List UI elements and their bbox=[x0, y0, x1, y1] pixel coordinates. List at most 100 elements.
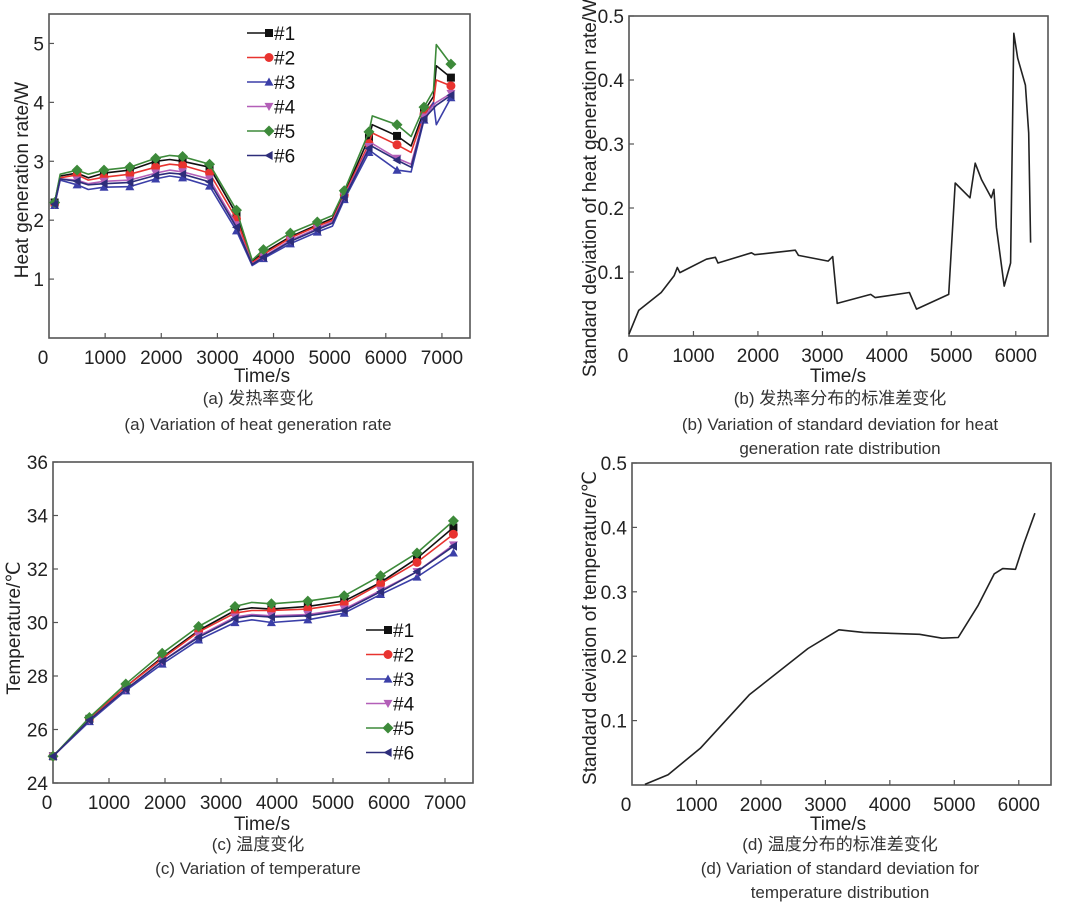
y-tick-label: 28 bbox=[27, 667, 48, 688]
x-tick-label: 2000 bbox=[144, 793, 186, 814]
y-tick-label: 0.2 bbox=[601, 647, 627, 668]
series-line bbox=[53, 65, 452, 263]
y-tick-label: 1 bbox=[33, 270, 44, 291]
legend-label: #2 bbox=[393, 646, 414, 667]
legend-label: #3 bbox=[393, 670, 414, 691]
x-tick-label: 1000 bbox=[84, 348, 126, 369]
y-tick-label: 0.3 bbox=[598, 135, 624, 156]
chart-d: 0 1000 2000 3000 4000 5000 6000 0.1 0.2 0.3 0.4 0.5… bbox=[580, 454, 1052, 902]
x-tick-label: 3000 bbox=[801, 346, 843, 367]
x-tick-label: 5000 bbox=[309, 348, 351, 369]
data-point bbox=[391, 119, 403, 131]
chart-b: 0 1000 2000 3000 4000 5000 6000 0.1 0.2 0.3 0.4 0.5… bbox=[580, 0, 1049, 458]
data-point bbox=[364, 143, 373, 153]
legend-label: #5 bbox=[393, 719, 414, 740]
x-tick-label: 4000 bbox=[869, 795, 911, 816]
data-point bbox=[393, 131, 402, 140]
chart-c: 0 1000 2000 3000 4000 5000 6000 7000 24 26 28 30 32 3… bbox=[4, 453, 474, 878]
data-point bbox=[204, 158, 216, 170]
plot-frame bbox=[48, 13, 471, 339]
data-point bbox=[376, 587, 385, 597]
data-point bbox=[151, 170, 160, 180]
x-tick-label: 4000 bbox=[866, 346, 908, 367]
legend-item: #5 bbox=[247, 122, 295, 143]
data-point bbox=[177, 151, 189, 163]
legend-item: #2 bbox=[366, 646, 414, 667]
data-point bbox=[71, 164, 83, 176]
chart-a: 0 1000 2000 3000 4000 5000 6000 7000 1 2 3 4 5 Time/s… bbox=[12, 13, 471, 434]
legend-label: #5 bbox=[274, 122, 295, 143]
x-tick-label: 2000 bbox=[740, 795, 782, 816]
data-point bbox=[48, 751, 57, 761]
x-tick-label: 7000 bbox=[421, 348, 463, 369]
x-axis-label: Time/s bbox=[810, 814, 866, 835]
data-point bbox=[412, 567, 421, 577]
legend-item: #1 bbox=[366, 621, 414, 642]
data-point bbox=[99, 179, 108, 189]
legend-label: #6 bbox=[393, 744, 414, 765]
x-tick-label: 5000 bbox=[930, 346, 972, 367]
data-point bbox=[448, 548, 458, 557]
data-point bbox=[156, 647, 168, 659]
x-tick-label: 0 bbox=[42, 793, 53, 814]
y-tick-label: 24 bbox=[27, 774, 49, 795]
x-tick-label: 3000 bbox=[196, 348, 238, 369]
data-point bbox=[449, 523, 458, 532]
x-tick-label: 6000 bbox=[998, 795, 1040, 816]
data-point bbox=[230, 618, 240, 627]
x-tick-label: 0 bbox=[38, 348, 49, 369]
series-n1 bbox=[50, 65, 455, 263]
data-point bbox=[285, 236, 294, 246]
series-n3 bbox=[50, 93, 456, 267]
data-point bbox=[375, 570, 387, 582]
legend-marker bbox=[264, 53, 274, 62]
legend-marker bbox=[383, 650, 393, 659]
y-tick-label: 2 bbox=[33, 211, 44, 232]
legend-marker bbox=[384, 626, 392, 634]
y-axis-label: Temperature/℃ bbox=[4, 561, 25, 694]
data-point bbox=[194, 632, 203, 642]
data-point bbox=[178, 173, 188, 182]
series-n6 bbox=[48, 541, 457, 761]
data-point bbox=[392, 155, 401, 165]
legend-marker bbox=[264, 102, 274, 111]
series-line bbox=[53, 94, 452, 266]
data-point bbox=[445, 58, 457, 70]
data-point bbox=[266, 618, 276, 627]
data-point bbox=[419, 114, 428, 124]
caption-cn: (a) 发热率变化 bbox=[203, 389, 314, 408]
y-tick-label: 30 bbox=[27, 614, 48, 635]
y-tick-label: 36 bbox=[27, 453, 48, 474]
x-tick-label: 4000 bbox=[252, 348, 294, 369]
data-point bbox=[151, 174, 161, 183]
legend-label: #2 bbox=[274, 49, 295, 70]
data-point bbox=[193, 621, 205, 633]
data-point bbox=[418, 101, 430, 113]
legend-item: #6 bbox=[366, 744, 414, 765]
data-point bbox=[125, 169, 135, 179]
data-point bbox=[257, 244, 269, 256]
series-line bbox=[644, 512, 1036, 786]
caption-cn: (c) 温度变化 bbox=[212, 835, 305, 854]
x-axis-label: Time/s bbox=[810, 366, 866, 387]
x-tick-label: 3000 bbox=[804, 795, 846, 816]
data-point bbox=[98, 164, 110, 176]
y-axis-label: Standard deviation of heat generation ra… bbox=[580, 0, 601, 377]
x-tick-label: 3000 bbox=[200, 793, 242, 814]
data-point bbox=[338, 590, 350, 602]
x-tick-label: 2000 bbox=[737, 346, 779, 367]
y-tick-label: 4 bbox=[33, 93, 44, 114]
data-point bbox=[446, 81, 456, 91]
data-point bbox=[124, 161, 136, 173]
x-tick-label: 5000 bbox=[933, 795, 975, 816]
x-axis-label: Time/s bbox=[234, 366, 290, 387]
y-tick-label: 3 bbox=[33, 152, 44, 173]
legend-label: #1 bbox=[393, 621, 414, 642]
x-tick-label: 1000 bbox=[672, 346, 714, 367]
data-point bbox=[303, 615, 313, 624]
data-point bbox=[205, 177, 214, 187]
data-point bbox=[412, 557, 422, 567]
data-point bbox=[258, 252, 268, 262]
legend-item: #4 bbox=[366, 695, 415, 716]
y-tick-label: 26 bbox=[27, 721, 48, 742]
